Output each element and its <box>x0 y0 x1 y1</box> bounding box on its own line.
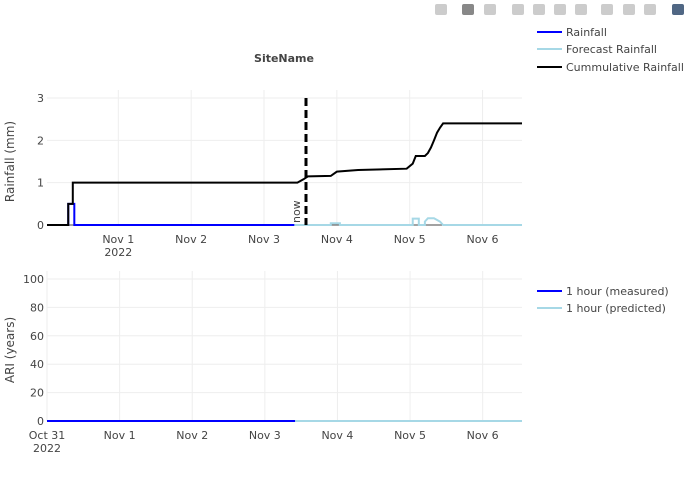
autoscale-icon[interactable] <box>554 4 566 15</box>
x-tick-label: Nov 4 <box>321 233 353 246</box>
x-tick-label: Nov 6 <box>467 233 499 246</box>
x-tick-label: Nov 2 <box>175 233 207 246</box>
x-tick-label: Nov 6 <box>467 429 499 442</box>
zoom-in-icon[interactable] <box>512 4 524 15</box>
x-tick-sublabel: 2022 <box>104 246 132 259</box>
y-tick-label: 40 <box>30 358 44 371</box>
x-tick-label: Nov 4 <box>321 429 353 442</box>
y-tick-label: 80 <box>30 301 44 314</box>
pan-icon[interactable] <box>484 4 496 15</box>
series-line <box>294 217 522 226</box>
y-tick-label: 0 <box>37 415 44 428</box>
hover-compare-icon[interactable] <box>644 4 656 15</box>
y-tick-label: 0 <box>37 219 44 232</box>
y-tick-label: 2 <box>37 134 44 147</box>
y-tick-label: 100 <box>23 273 44 286</box>
x-tick-label: Nov 5 <box>394 233 426 246</box>
series-line <box>47 202 295 226</box>
legend-label[interactable]: 1 hour (measured) <box>566 285 669 298</box>
legend-label[interactable]: Forecast Rainfall <box>566 43 657 56</box>
zoom-icon[interactable] <box>462 4 474 15</box>
hover-closest-icon[interactable] <box>623 4 635 15</box>
x-tick-label: Nov 1 <box>104 429 136 442</box>
home-icon[interactable] <box>575 4 587 15</box>
y-axis-title: ARI (years) <box>3 317 17 383</box>
y-axis-title: Rainfall (mm) <box>3 121 17 202</box>
x-tick-label: Oct 31 <box>29 429 66 442</box>
series-line <box>47 122 522 226</box>
zoom-out-icon[interactable] <box>533 4 545 15</box>
y-tick-label: 1 <box>37 177 44 190</box>
camera-icon[interactable] <box>435 4 447 15</box>
now-annotation: now <box>290 200 303 223</box>
x-tick-sublabel: 2022 <box>33 442 61 455</box>
legend-label[interactable]: Rainfall <box>566 26 607 39</box>
spike-lines-icon[interactable] <box>601 4 613 15</box>
y-tick-label: 3 <box>37 92 44 105</box>
y-tick-label: 60 <box>30 330 44 343</box>
legend-label[interactable]: Cummulative Rainfall <box>566 61 684 74</box>
chart-title: SiteName <box>254 52 314 65</box>
x-tick-label: Nov 1 <box>102 233 134 246</box>
x-tick-label: Nov 3 <box>248 233 280 246</box>
x-tick-label: Nov 2 <box>176 429 208 442</box>
x-tick-label: Nov 3 <box>249 429 281 442</box>
plotly-logo-icon[interactable] <box>672 4 684 15</box>
legend-label[interactable]: 1 hour (predicted) <box>566 302 666 315</box>
x-tick-label: Nov 5 <box>394 429 426 442</box>
y-tick-label: 20 <box>30 387 44 400</box>
